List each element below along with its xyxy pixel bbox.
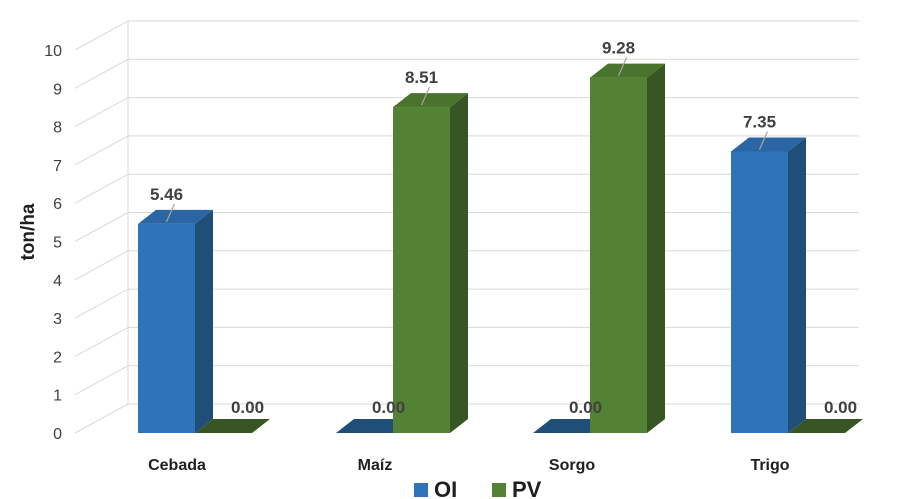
leader-line [165,203,176,223]
gridline [74,58,859,89]
y-tick-label: 1 [53,388,62,405]
y-tick-label: 4 [53,273,62,290]
bar-top [590,63,665,78]
y-tick-label: 7 [53,158,62,175]
legend-item-oi: OI [414,477,457,499]
data-label: 0.00 [372,398,405,417]
bar-front [590,77,647,434]
data-label: 0.00 [824,398,857,417]
y-tick-label: 10 [44,43,62,60]
bar-flat [195,419,270,433]
bar-oi-maíz [336,419,411,433]
bar-side [788,137,806,433]
y-tick-label: 3 [53,311,62,328]
y-tick-label: 9 [53,81,62,98]
bar-oi-trigo [731,137,806,433]
data-label: 0.00 [569,398,602,417]
bar-pv-cebada [195,419,270,433]
x-category-label: Cebada [148,457,206,474]
bar-flat [336,419,411,433]
bar-pv-maíz [393,93,468,433]
bar-top [393,93,468,108]
y-tick-label: 8 [53,120,62,137]
bar-oi-cebada [138,209,213,433]
bar-pv-sorgo [590,63,665,434]
legend-swatch [414,483,428,497]
leader-line [758,131,769,150]
data-labels: 5.46 0.00 0.00 8.51 0.00 9.28 7.35 0.00 [150,39,857,417]
y-tick-label: 5 [53,235,62,252]
bar-top [731,137,806,152]
legend-item-pv: PV [492,477,542,499]
legend-label: PV [512,477,542,499]
bar-side [450,93,468,433]
y-axis-ticks: 0 1 2 3 4 5 6 7 8 9 10 [44,43,62,443]
data-label: 5.46 [150,185,183,204]
leader-line [617,57,628,76]
bar-pv-trigo [788,419,863,433]
bar-front [731,151,788,433]
x-category-label: Trigo [750,457,789,474]
legend: OI PV [414,477,542,499]
data-label: 7.35 [743,112,776,131]
x-category-label: Sorgo [549,457,595,474]
bar-flat [788,419,863,433]
legend-label: OI [434,477,457,499]
bar-front [393,107,450,433]
y-tick-label: 6 [53,196,62,213]
bar-side [647,63,665,434]
y-tick-label: 0 [53,426,62,443]
bars [138,63,863,434]
legend-swatch [492,483,506,497]
bar-oi-sorgo [533,419,608,433]
data-label: 9.28 [602,39,635,58]
gridlines [74,20,859,434]
data-label: 0.00 [231,398,264,417]
bar-flat [533,419,608,433]
data-label: 8.51 [405,68,438,87]
x-category-label: Maíz [358,457,393,474]
y-axis-label: ton/ha [18,203,39,260]
bar-top [138,209,213,224]
leader-line [420,86,431,106]
bar-front [138,223,195,433]
bar-side [195,209,213,433]
y-tick-label: 2 [53,349,62,366]
x-axis-categories: Cebada Maíz Sorgo Trigo [148,457,790,474]
gridline [74,20,859,51]
